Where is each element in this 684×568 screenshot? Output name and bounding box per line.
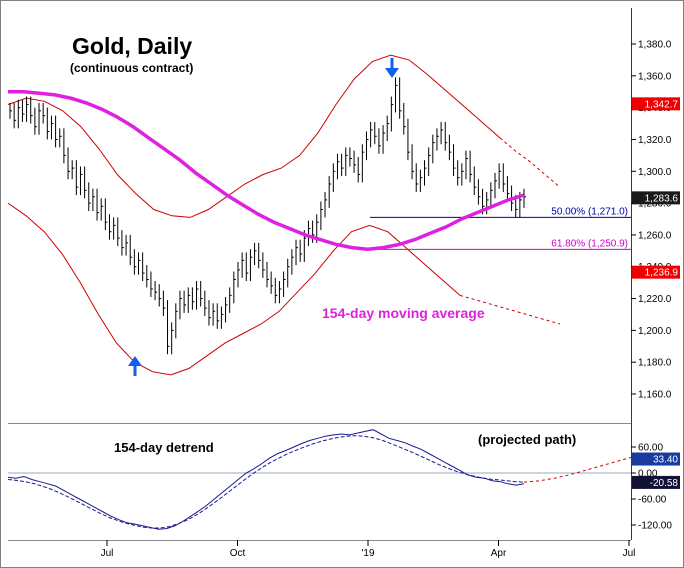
price-badge-2: 1,236.9 — [645, 268, 679, 279]
projected-path-line — [523, 456, 632, 483]
y-tick-label: 1,220.0 — [638, 294, 672, 305]
price-badge-1-bg — [632, 191, 680, 205]
moving-average-line — [8, 89, 525, 251]
detrend-smooth-line — [7, 435, 525, 529]
y-tick-label: 1,160.0 — [638, 390, 672, 401]
detrend-label: 154-day detrend — [114, 440, 214, 455]
moving-average-path — [8, 89, 525, 251]
upper-band-projected — [499, 137, 561, 188]
y-tick-label: 1,260.0 — [638, 230, 672, 241]
fib-label-0: 50.00% (1,271.0) — [551, 206, 628, 217]
detrend-panel — [7, 429, 632, 530]
x-tick-label: Jul — [101, 548, 114, 559]
price-badge-0-bg — [632, 97, 680, 111]
detrend-badge-0: 33.40 — [653, 455, 678, 466]
price-badge-0: 1,342.7 — [645, 99, 679, 110]
detrend-badge-1: -20.58 — [650, 478, 679, 489]
projected-path-label: (projected path) — [478, 432, 576, 447]
detrend-y-tick-label: 0.00 — [638, 469, 658, 480]
price-bars — [9, 77, 526, 355]
y-tick-label: 1,320.0 — [638, 135, 672, 146]
detrend-y-tick-label: 60.00 — [638, 443, 663, 454]
lower-band-line — [7, 202, 461, 376]
fibonacci-levels: 50.00% (1,271.0) 61.80% (1,250.9) — [370, 206, 631, 250]
lower-band-projected — [459, 294, 561, 325]
detrend-y-tick-label: -60.00 — [638, 495, 667, 506]
y-tick-label: 1,180.0 — [638, 358, 672, 369]
x-tick-label: Apr — [491, 548, 507, 559]
swing-low-arrow — [128, 356, 142, 376]
detrend-badge-1-bg — [632, 475, 680, 489]
y-tick-label: 1,380.0 — [638, 40, 672, 51]
price-badge-2-bg — [632, 265, 680, 279]
upper-band-line — [7, 54, 501, 218]
y-tick-label: 1,360.0 — [638, 71, 672, 82]
price-badge-1: 1,283.6 — [645, 193, 679, 204]
detrend-badge-0-bg — [632, 452, 680, 466]
x-tick-label: Oct — [230, 548, 246, 559]
envelope-bands — [7, 54, 561, 376]
chart-subtitle: (continuous contract) — [70, 61, 193, 75]
chart-title: Gold, Daily — [72, 33, 192, 59]
moving-average-label: 154-day moving average — [322, 305, 485, 321]
y-tick-label: 1,300.0 — [638, 167, 672, 178]
x-tick-label: Jul — [623, 548, 636, 559]
detrend-line — [7, 429, 525, 530]
swing-high-arrow — [385, 58, 399, 78]
detrend-y-tick-label: -120.00 — [638, 521, 672, 532]
x-tick-label: '19 — [361, 548, 374, 559]
fib-label-1: 61.80% (1,250.9) — [551, 238, 628, 249]
value-badges: 1,342.7 1,283.6 1,236.9 33.40 -20.58 — [632, 97, 680, 489]
y-tick-label: 1,200.0 — [638, 326, 672, 337]
